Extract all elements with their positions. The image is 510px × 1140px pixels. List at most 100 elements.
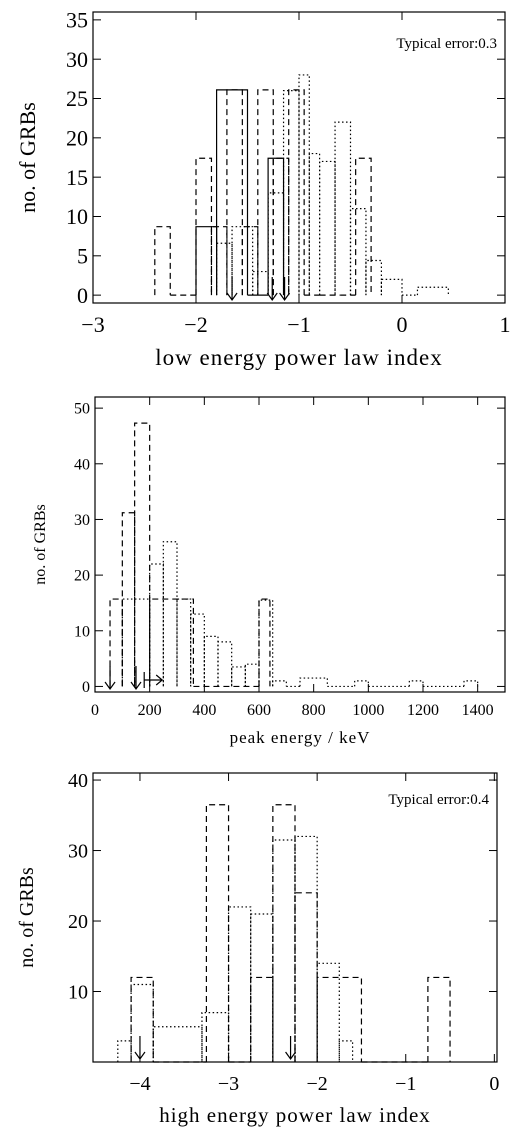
histogram-bin [320, 161, 335, 295]
histogram-bin [135, 423, 150, 686]
marker-arrow [105, 666, 115, 689]
histogram-bin [417, 287, 448, 295]
histogram-bin [356, 158, 371, 295]
histogram-bin [355, 681, 369, 687]
y-tick-label: 10 [68, 982, 88, 1004]
histogram-bin [163, 542, 177, 687]
y-tick-label: 10 [66, 204, 88, 229]
histogram-bin [217, 243, 232, 295]
histogram-bin [351, 209, 366, 296]
marker-arrow [227, 277, 237, 300]
histogram-bin [309, 154, 319, 296]
histogram-bin [110, 599, 122, 686]
histogram-bin [273, 840, 295, 1062]
y-tick-label: 15 [66, 165, 88, 190]
marker-arrow [131, 666, 141, 689]
y-axis-label: no. of GRBs [32, 504, 49, 584]
y-axis-label: no. of GRBs [16, 867, 38, 968]
histogram-bin [268, 158, 283, 295]
histogram-bin [335, 122, 350, 295]
annotation: Typical error:0.3 [396, 36, 497, 52]
histogram-bin [150, 564, 164, 686]
x-tick-label: 1000 [352, 702, 384, 719]
y-tick-label: 50 [74, 401, 90, 418]
histogram-bin [253, 272, 268, 296]
histogram-bin [268, 193, 283, 295]
histogram-bin [251, 977, 273, 1062]
histogram-bin [118, 1041, 131, 1062]
histogram-bin [211, 227, 226, 295]
histogram-bin [259, 599, 270, 686]
x-tick-label: −3 [81, 312, 104, 337]
y-tick-label: 20 [68, 911, 88, 933]
marker-arrow [286, 1036, 296, 1059]
x-tick-label: −1 [395, 1073, 416, 1095]
histogram-bin [131, 984, 153, 1062]
y-tick-label: 5 [77, 244, 88, 269]
histogram-bin [289, 90, 304, 295]
histogram-bin [242, 227, 257, 295]
y-tick-label: 35 [66, 8, 88, 33]
histogram-bin [155, 227, 170, 295]
y-axis-label: no. of GRBs [15, 102, 40, 213]
histogram-bin [428, 977, 450, 1062]
histogram-bin [273, 681, 287, 687]
y-tick-label: 20 [66, 126, 88, 151]
histogram-bin [204, 636, 218, 686]
histogram-bin [273, 158, 288, 295]
x-tick-label: 1 [500, 312, 510, 337]
histogram-bin [381, 279, 402, 295]
x-tick-label: −4 [129, 1073, 150, 1095]
histogram-bin [196, 227, 217, 295]
x-tick-label: 0 [397, 312, 408, 337]
x-tick-label: 1400 [462, 702, 494, 719]
x-tick-label: 0 [489, 1073, 499, 1095]
x-tick-label: −3 [218, 1073, 239, 1095]
histogram-bin [227, 90, 242, 295]
histogram-bin [464, 681, 478, 687]
y-tick-label: 0 [77, 283, 88, 308]
annotation: Typical error:0.4 [388, 792, 489, 808]
histogram-bin [206, 805, 228, 1062]
histogram-bin [153, 1027, 202, 1062]
histogram-bin [284, 91, 299, 295]
y-tick-label: 30 [66, 47, 88, 72]
histogram-bin [191, 614, 205, 686]
y-tick-label: 30 [68, 841, 88, 863]
histogram-bin [245, 664, 259, 686]
x-tick-label: 1200 [407, 702, 439, 719]
histogram-bin [366, 261, 381, 296]
marker-arrow [280, 277, 290, 300]
x-tick-label: 800 [302, 702, 326, 719]
histogram-bin [218, 642, 232, 687]
histogram-bin [273, 805, 295, 1062]
x-axis-label: low energy power law index [155, 345, 442, 370]
histogram-bin [251, 914, 273, 1062]
histogram-bin [177, 599, 191, 686]
x-tick-label: 400 [192, 702, 216, 719]
limit-arrow [144, 672, 162, 688]
x-tick-label: −2 [184, 312, 207, 337]
histogram-bin [295, 836, 317, 1062]
histogram-bin [339, 1041, 352, 1062]
y-tick-label: 40 [68, 770, 88, 792]
histogram-bin [232, 667, 246, 686]
histogram-bin [131, 977, 153, 1062]
y-tick-label: 25 [66, 86, 88, 111]
y-tick-label: 20 [74, 568, 90, 585]
y-tick-label: 0 [82, 679, 90, 696]
histogram-bin [150, 599, 194, 686]
y-tick-label: 10 [74, 623, 90, 640]
x-tick-label: −2 [307, 1073, 328, 1095]
x-tick-label: 0 [91, 702, 99, 719]
x-axis-label: high energy power law index [159, 1103, 431, 1127]
x-tick-label: 200 [138, 702, 162, 719]
x-axis-label: peak energy / keV [230, 728, 371, 747]
plot-frame [95, 397, 505, 692]
histogram-bin [409, 681, 423, 687]
histogram-bin [229, 907, 251, 1062]
marker-arrow [135, 1036, 145, 1059]
x-tick-label: 600 [247, 702, 271, 719]
marker-arrow [267, 277, 277, 300]
